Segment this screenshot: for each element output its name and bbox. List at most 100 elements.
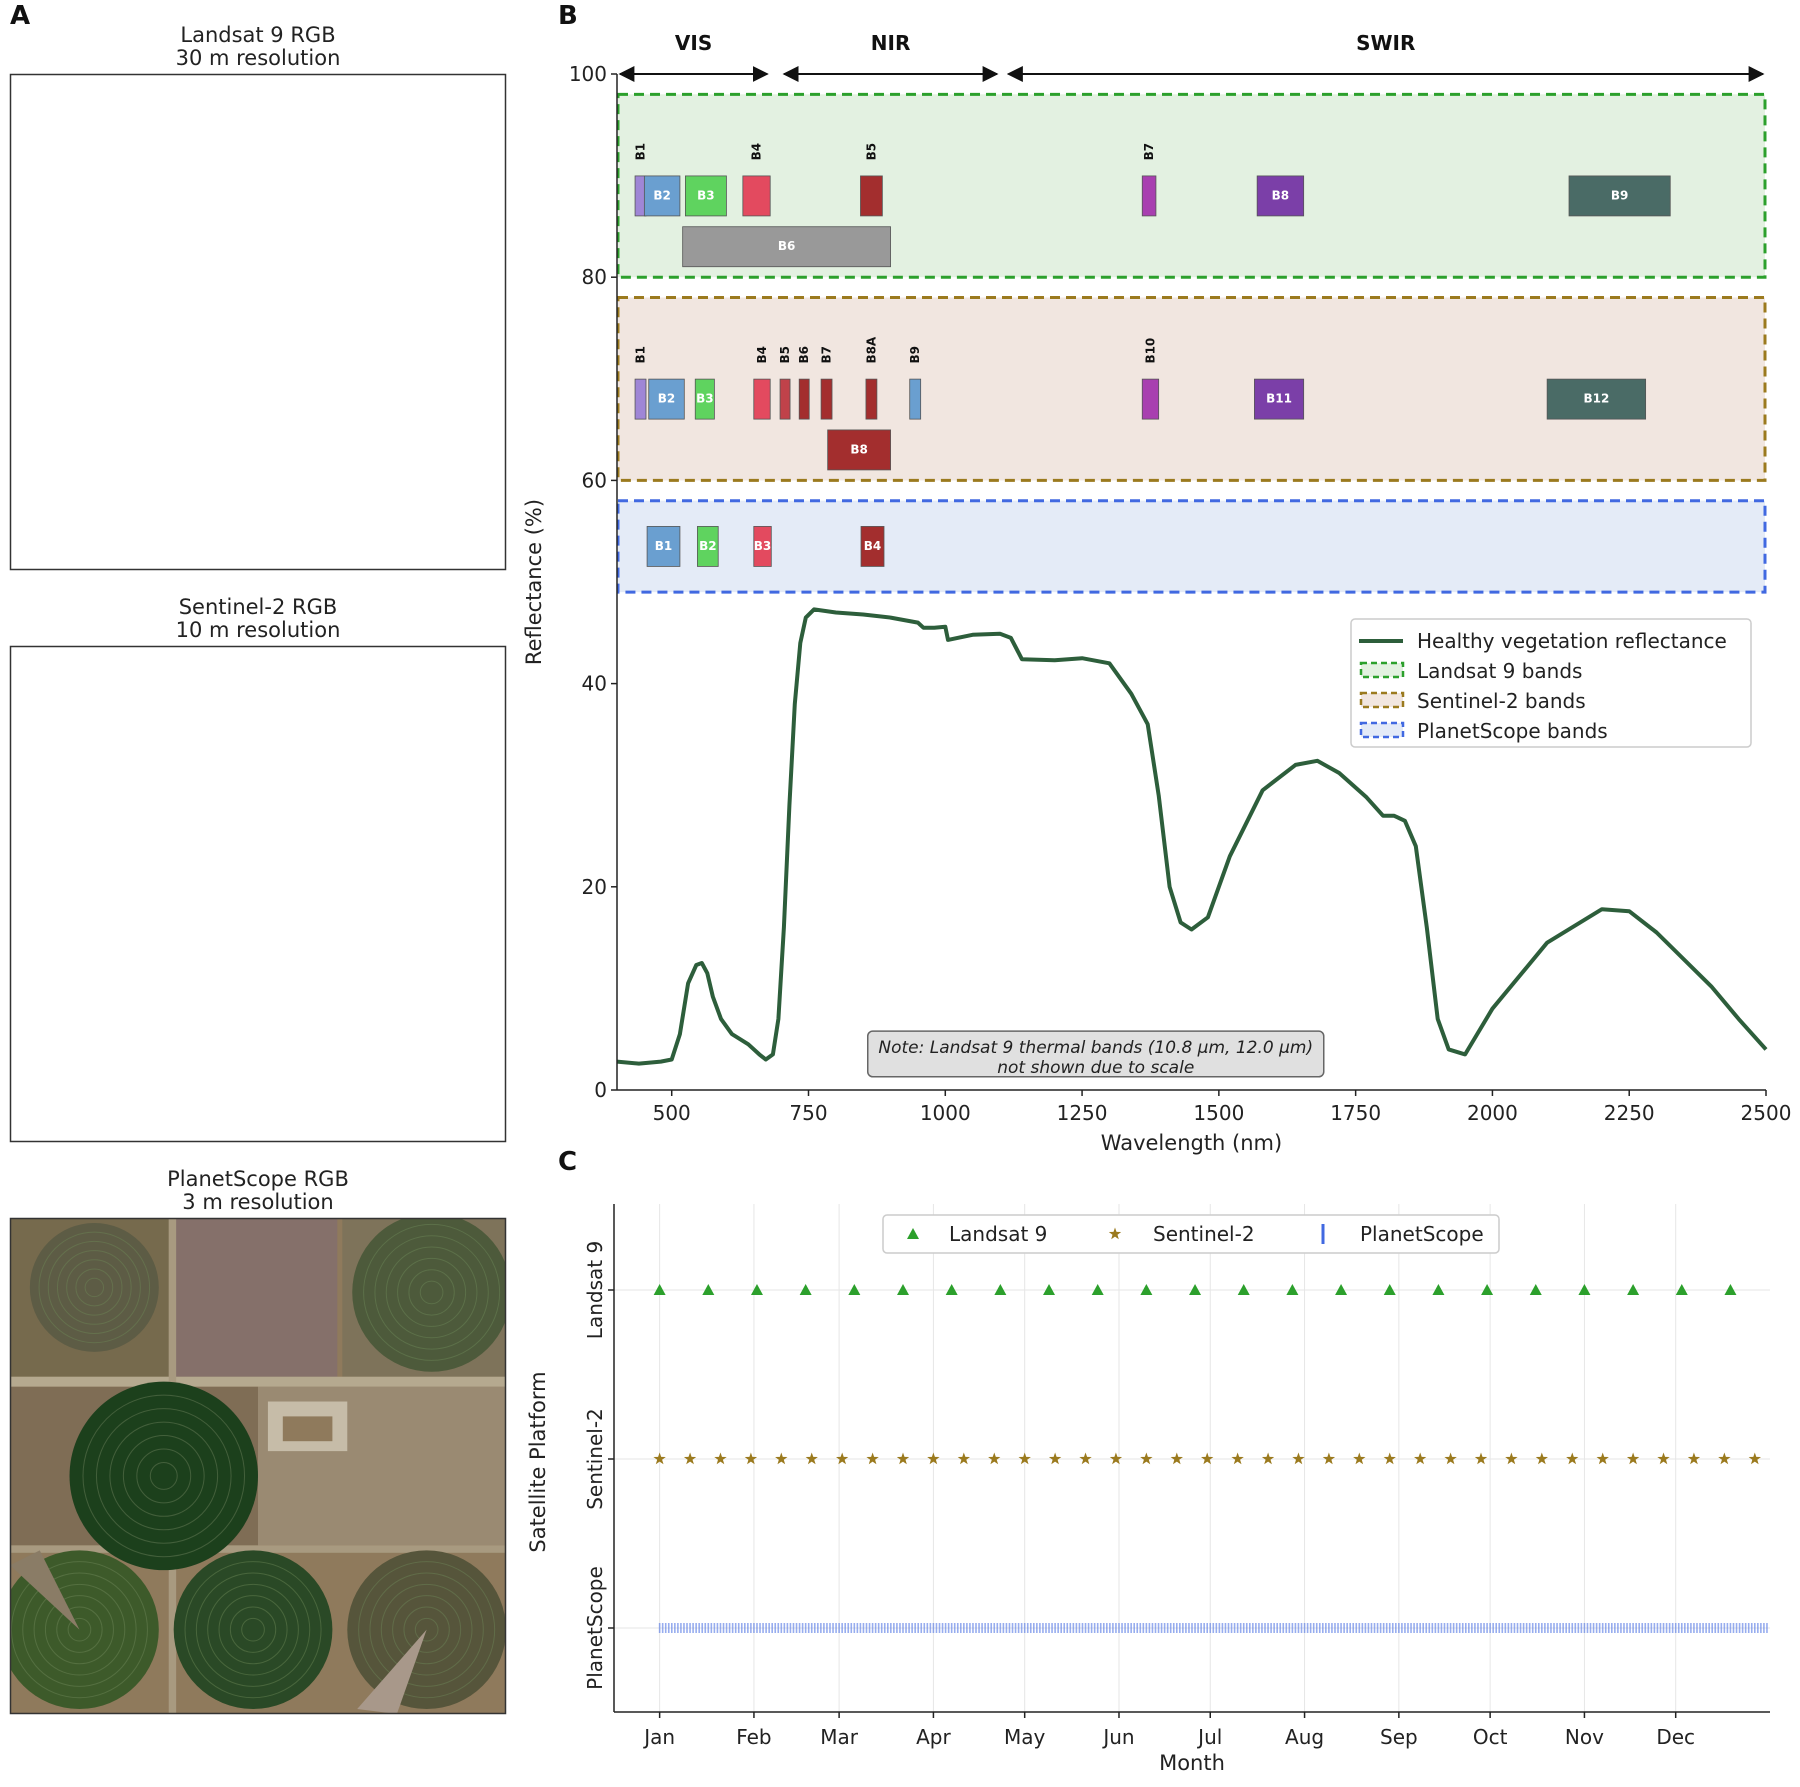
legend-swatch [1359, 691, 1405, 709]
sentinel-marker [1566, 1452, 1579, 1465]
landsat-band-label: B9 [1611, 188, 1629, 202]
x-axis-label: Wavelength (nm) [1101, 1131, 1282, 1155]
pivot-ring [82, 1394, 246, 1558]
legend-frame [1350, 618, 1752, 748]
road [10, 804, 506, 815]
planet-band-b4 [860, 526, 885, 567]
pivot-ring [95, 1408, 232, 1544]
note-background [867, 1030, 1325, 1078]
pivot-ring [229, 1606, 277, 1653]
sentinel-band-label: B9 [908, 346, 922, 364]
x-tick-label: Jul [1196, 1725, 1222, 1749]
x-tick-label: Apr [916, 1725, 951, 1749]
y-tick-label: 20 [582, 875, 607, 899]
x-tick-label: 2500 [1741, 1101, 1792, 1125]
image-border [9, 1217, 507, 1715]
landsat-marker [1286, 1284, 1299, 1295]
pivot-ring [207, 1583, 299, 1676]
note-text: not shown due to scale [997, 1058, 1194, 1078]
x-tick-label: 1250 [1057, 1101, 1108, 1125]
sentinel-marker [653, 1452, 666, 1465]
landsat-marker [1578, 1284, 1591, 1295]
pivot-field [69, 237, 259, 427]
pivot-wedge [10, 1550, 80, 1630]
pivot-ring [56, 678, 132, 753]
pivot-field [69, 1381, 259, 1571]
legend-label: Landsat 9 bands [1417, 659, 1582, 683]
landsat-marker [1043, 1284, 1056, 1295]
pivot-ring [44, 1595, 114, 1665]
sentinel-band-b6 [798, 378, 810, 420]
planet-band-b3 [753, 526, 772, 567]
region-label: NIR [871, 31, 911, 55]
pivot-ring [82, 822, 246, 986]
image-border [9, 73, 507, 571]
planet-band-b2 [697, 526, 719, 567]
pivot-field [352, 1218, 506, 1372]
sentinel-marker [1687, 1452, 1701, 1465]
sentinel-marker [1748, 1452, 1761, 1465]
legend: Healthy vegetation reflectance Landsat 9 … [1350, 618, 1752, 748]
planet-band-label: B1 [655, 539, 673, 553]
y-tick-label: 0 [594, 1078, 607, 1102]
sentinel-band-b11 [1254, 378, 1305, 420]
landsat-marker [907, 1228, 919, 1239]
sentinel-marker [744, 1452, 758, 1465]
sentinel-marker [1535, 1452, 1548, 1465]
pivot-ring [363, 1223, 501, 1361]
sentinel-marker [1414, 1452, 1427, 1465]
pivot-ring [47, 668, 141, 762]
pivot-field [352, 646, 506, 800]
landsat-band-label: B4 [750, 143, 764, 161]
sentinel-marker [1231, 1452, 1244, 1465]
sentinel-marker [957, 1452, 970, 1465]
sentinel-marker [805, 1452, 818, 1465]
pivot-ring [184, 1561, 322, 1699]
pivot-ring [95, 836, 232, 972]
y-tick-label: 60 [582, 468, 607, 492]
sentinel-band-label: B5 [778, 346, 792, 364]
landsat-band-label: B7 [1142, 143, 1156, 161]
landsat-marker [1481, 1284, 1494, 1295]
vegetation-curve [616, 607, 1768, 1066]
image-subtitle-2: 10 m resolution [176, 618, 341, 642]
pivot-ring [369, 1572, 484, 1687]
legend-frame [882, 1214, 1500, 1254]
sentinel-marker [1322, 1452, 1336, 1465]
pivot-field [173, 1550, 333, 1710]
landsat-band-b2 [643, 175, 681, 217]
region-label: VIS [675, 31, 712, 55]
sentinel-band-b9 [909, 378, 922, 420]
pivot-ring [75, 1268, 114, 1307]
planet-band-label: B3 [754, 539, 772, 553]
landsat-marker [945, 1284, 958, 1295]
sentinel-marker [1079, 1452, 1092, 1465]
x-tick-label: Feb [736, 1725, 771, 1749]
landsat-marker [1189, 1284, 1202, 1295]
landsat-band-label: B6 [778, 239, 796, 253]
image-content [10, 646, 506, 1142]
landsat-marker [848, 1284, 861, 1295]
sentinel-band-b7 [820, 378, 833, 420]
pivot-field [69, 809, 259, 999]
pivot-ring [109, 1421, 219, 1531]
satellite-image-2 [10, 646, 506, 1142]
sentinel-marker [1596, 1452, 1609, 1465]
pivot-ring [358, 1561, 496, 1699]
legend-label: Sentinel-2 [1153, 1222, 1255, 1246]
landsat-marker [1383, 1284, 1396, 1295]
road [10, 401, 506, 409]
pivot-wedge [10, 406, 80, 486]
note-box: Note: Landsat 9 thermal bands (10.8 μm, … [867, 1030, 1325, 1078]
sentinel-band-label: B8A [864, 336, 878, 363]
landsat-marker [1724, 1284, 1737, 1295]
pivot-field [29, 650, 159, 780]
pivot-ring [397, 685, 467, 755]
landsat-band-b9 [1568, 175, 1671, 217]
sentinel-marker [1201, 1452, 1214, 1465]
sentinel-band-label: B6 [797, 346, 811, 364]
x-tick-label: 2250 [1604, 1101, 1655, 1125]
legend-swatch [1359, 661, 1405, 679]
sentinel-marker [1718, 1452, 1731, 1465]
pivot-ring [22, 1000, 137, 1115]
